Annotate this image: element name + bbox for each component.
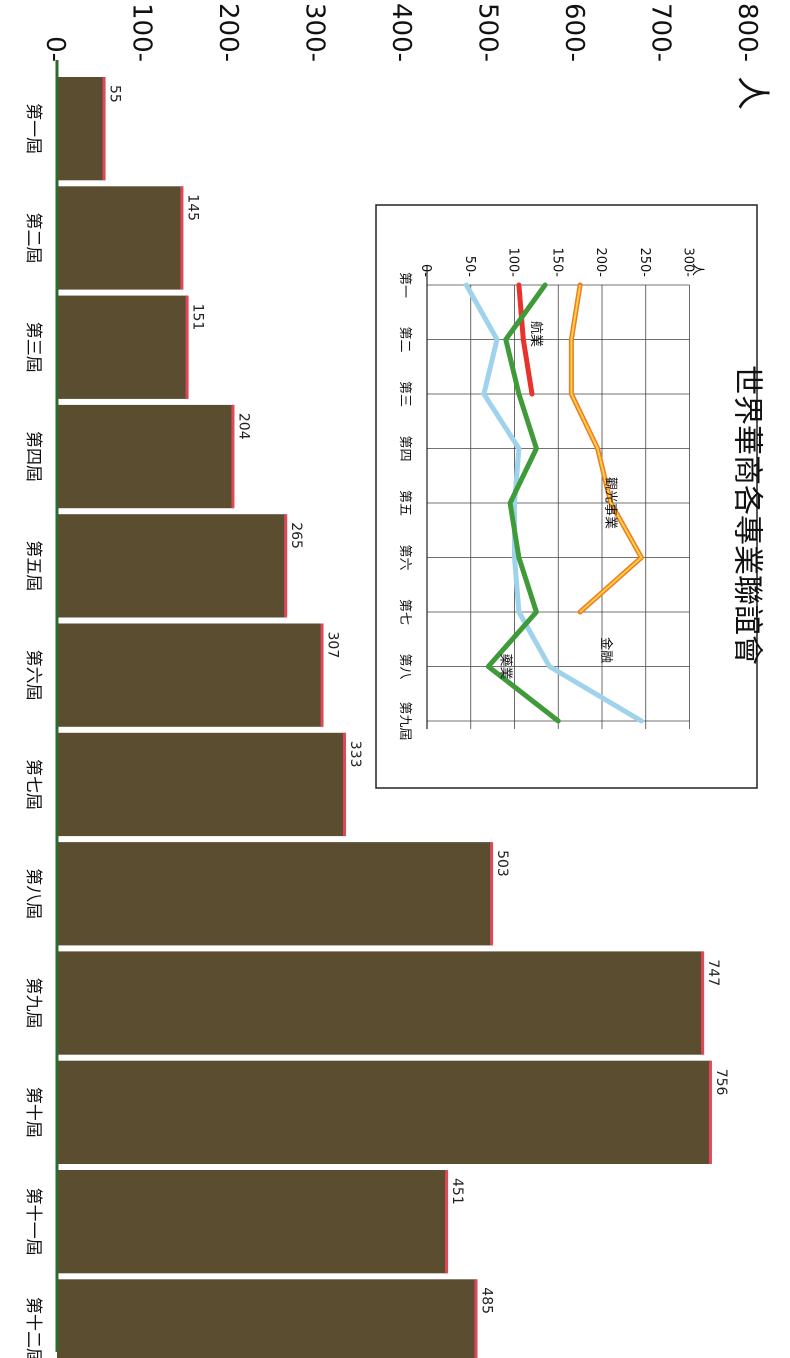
y-tick-300: 300- — [300, 3, 330, 62]
category-label-7: 第七屆 — [23, 759, 43, 810]
y-tick-600: 600- — [559, 3, 589, 62]
category-label-9: 第九屆 — [23, 978, 43, 1029]
value-label-3: 151 — [190, 304, 206, 331]
bar-3 — [57, 295, 188, 399]
inset-grid — [426, 265, 690, 729]
bar-5 — [57, 514, 287, 618]
inset-y-tick-300: 300- — [681, 247, 696, 277]
bar-edge-5 — [284, 514, 288, 618]
bar-edge-9 — [701, 951, 705, 1055]
category-label-5: 第五屆 — [23, 540, 43, 591]
category-label-8: 第八屆 — [23, 868, 43, 919]
inset-line-chart: 世界華商各專業聯誼會 0- 50- 100- 150- 200- 250- 300- 人 第… — [375, 204, 765, 789]
value-label-4: 204 — [235, 413, 251, 440]
bar-edge-11 — [445, 1170, 449, 1274]
bar-edge-12 — [474, 1279, 478, 1358]
y-tick-700: 700- — [646, 3, 676, 62]
inset-y-tick-200: 200- — [593, 247, 608, 277]
y-tick-0: 0- — [40, 36, 70, 62]
bar-7 — [57, 732, 346, 837]
bar-10 — [57, 1060, 711, 1164]
value-label-6: 307 — [325, 632, 341, 659]
value-label-7: 333 — [347, 741, 363, 768]
inset-y-ticks: 0- 50- 100- 150- 200- 250- 300- — [418, 247, 696, 277]
inset-series-label-1: 觀光事業 — [602, 477, 618, 529]
inset-series-label-2: 航業 — [528, 321, 544, 347]
inset-title: 世界華商各專業聯誼會 — [730, 365, 765, 665]
inset-category-5: 第五 — [397, 490, 412, 516]
inset-series-line-4 — [485, 282, 561, 724]
inset-y-tick-50: 50- — [462, 256, 477, 278]
inset-y-tick-100: 100- — [506, 247, 521, 277]
inset-category-4: 第四 — [397, 435, 412, 461]
category-label-6: 第六屆 — [23, 650, 43, 701]
value-label-5: 265 — [288, 522, 304, 549]
inset-category-3: 第三 — [397, 381, 412, 407]
bar-11 — [57, 1170, 448, 1274]
category-label-1: 第一屆 — [23, 103, 43, 154]
inset-y-tick-150: 150- — [549, 247, 564, 277]
y-tick-800: 800- — [732, 3, 762, 62]
bar-1 — [57, 77, 105, 181]
category-label-2: 第二屆 — [23, 212, 43, 263]
inset-series-lines — [463, 282, 644, 724]
value-label-2: 145 — [184, 194, 200, 221]
bar-9 — [57, 951, 704, 1055]
bar-edge-7 — [343, 732, 347, 837]
bar-edge-4 — [231, 404, 235, 509]
category-label-3: 第三屆 — [23, 322, 43, 373]
bar-edge-8 — [490, 842, 494, 946]
category-label-11: 第十一屆 — [23, 1188, 43, 1256]
value-label-9: 747 — [705, 959, 721, 986]
inset-category-2: 第二 — [397, 326, 412, 352]
y-tick-200: 200- — [213, 3, 243, 62]
bar-edge-1 — [102, 77, 106, 181]
value-label-10: 756 — [713, 1069, 729, 1096]
bar-2 — [57, 186, 183, 290]
value-labels: 55 145 151 204 265 307 333 503 747 756 451 485 — [107, 85, 729, 1314]
inset-category-8: 第八 — [397, 653, 412, 679]
bar-edge-10 — [708, 1060, 712, 1164]
y-axis-ticks: 0- 100- 200- 300- 400- 500- 600- 700- 800- — [40, 3, 762, 62]
bar-8 — [57, 842, 493, 946]
inset-category-9: 第九屆 — [397, 701, 412, 740]
value-label-12: 485 — [479, 1287, 495, 1314]
bar-edge-3 — [185, 295, 189, 399]
y-tick-100: 100- — [127, 3, 157, 62]
category-label-4: 第四屆 — [23, 431, 43, 482]
bar-12 — [57, 1279, 477, 1358]
inset-category-1: 第一 — [397, 272, 412, 298]
category-label-10: 第十屆 — [23, 1087, 43, 1138]
inset-y-unit-label: 人 — [690, 263, 705, 276]
inset-series-line-2 — [516, 282, 535, 397]
bars-layer — [57, 77, 712, 1358]
value-label-11: 451 — [449, 1178, 465, 1205]
bar-6 — [57, 623, 323, 727]
inset-category-7: 第七 — [397, 599, 412, 625]
y-tick-400: 400- — [386, 3, 416, 62]
category-label-12: 第十二屆 — [23, 1297, 43, 1358]
inset-series-line-3 — [463, 282, 644, 724]
y-tick-500: 500- — [473, 3, 503, 62]
bar-edge-2 — [180, 186, 184, 290]
inset-series-label-4: 藥業 — [497, 653, 513, 679]
inset-y-tick-250: 250- — [637, 247, 652, 277]
inset-series-label-3: 金融 — [598, 637, 614, 663]
inset-frame — [375, 204, 758, 789]
bar-4 — [57, 404, 234, 509]
value-label-1: 55 — [107, 85, 123, 103]
value-label-8: 503 — [494, 850, 510, 877]
bar-edge-6 — [320, 623, 324, 727]
inset-category-6: 第六 — [397, 544, 412, 570]
inset-series-line-1-highlight — [570, 284, 643, 613]
inset-y-tick-0: 0- — [418, 264, 433, 277]
y-axis-unit-label: 人 — [732, 76, 772, 110]
